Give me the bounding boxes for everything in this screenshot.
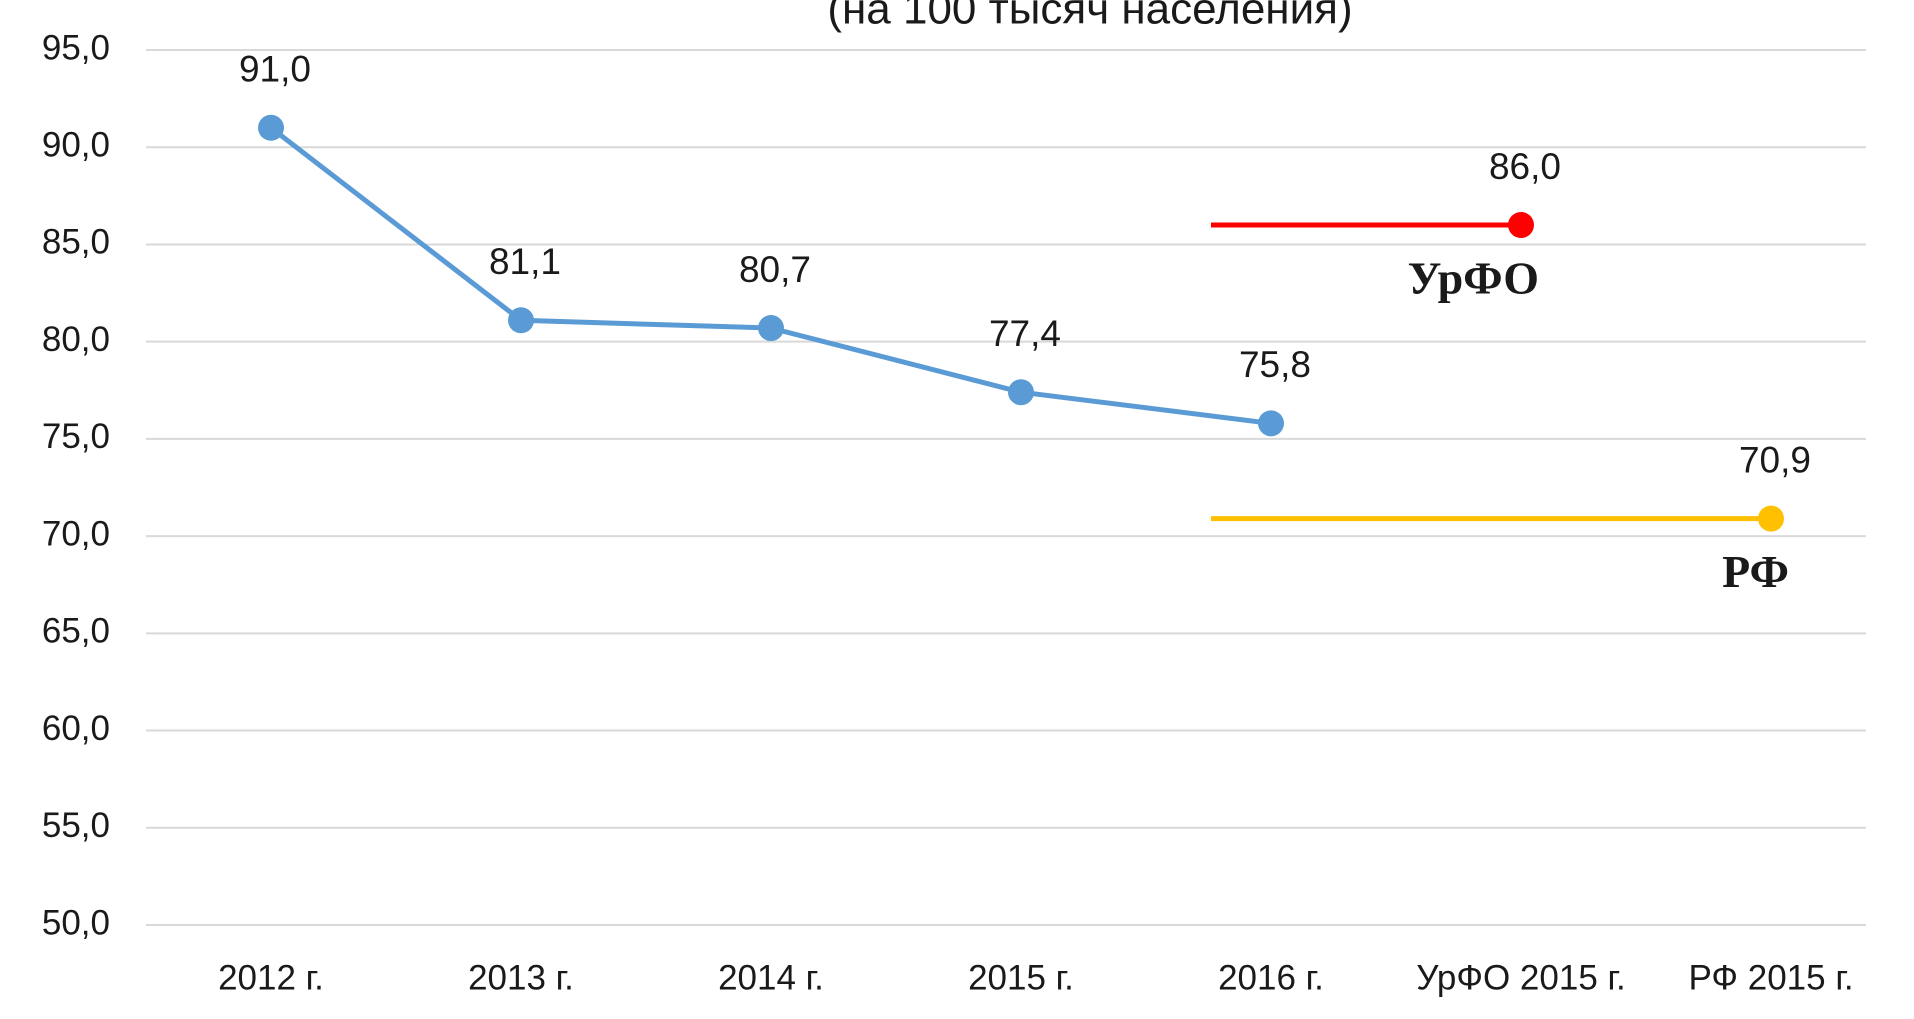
marker bbox=[1258, 410, 1284, 437]
x-tick-label: УрФО 2015 г. bbox=[1416, 958, 1626, 997]
data-label: 80,7 bbox=[739, 249, 811, 290]
x-tick-label: 2016 г. bbox=[1218, 958, 1324, 997]
series-label: РФ bbox=[1722, 546, 1789, 597]
x-tick-label: РФ 2015 г. bbox=[1688, 958, 1853, 997]
x-tick-label: 2013 г. bbox=[468, 958, 574, 997]
series-label: УрФО bbox=[1408, 253, 1539, 304]
y-tick-label: 70,0 bbox=[42, 514, 110, 553]
marker bbox=[1008, 379, 1034, 406]
y-tick-label: 55,0 bbox=[42, 806, 110, 845]
x-tick-label: 2012 г. bbox=[218, 958, 324, 997]
y-tick-label: 95,0 bbox=[42, 28, 110, 67]
data-label: 86,0 bbox=[1489, 146, 1561, 187]
marker bbox=[508, 307, 534, 334]
y-tick-label: 85,0 bbox=[42, 223, 110, 262]
data-label: 75,8 bbox=[1239, 344, 1311, 385]
marker bbox=[758, 315, 784, 342]
marker bbox=[258, 114, 284, 141]
x-tick-label: 2014 г. bbox=[718, 958, 824, 997]
marker bbox=[1758, 505, 1784, 532]
data-label: 77,4 bbox=[989, 313, 1061, 354]
y-tick-label: 90,0 bbox=[42, 125, 110, 164]
y-tick-label: 65,0 bbox=[42, 612, 110, 651]
y-tick-label: 50,0 bbox=[42, 903, 110, 942]
data-label: 70,9 bbox=[1739, 439, 1811, 480]
x-tick-label: 2015 г. bbox=[968, 958, 1074, 997]
marker bbox=[1508, 212, 1534, 238]
y-tick-label: 60,0 bbox=[42, 709, 110, 748]
chart-title: (на 100 тысяч населения) bbox=[827, 0, 1352, 34]
data-label: 91,0 bbox=[239, 49, 311, 90]
y-tick-label: 75,0 bbox=[42, 417, 110, 456]
data-label: 81,1 bbox=[489, 241, 561, 282]
y-tick-label: 80,0 bbox=[42, 320, 110, 359]
